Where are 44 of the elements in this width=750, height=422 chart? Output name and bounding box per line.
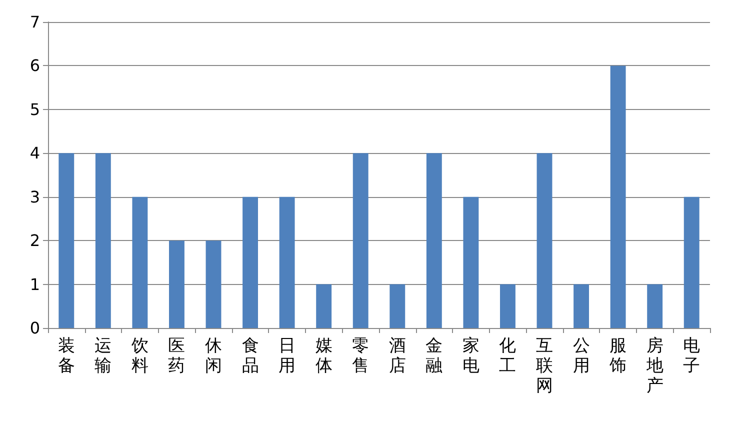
x-tick-label: 食品 xyxy=(242,336,259,376)
bar xyxy=(647,284,663,328)
y-tick-label: 5 xyxy=(30,100,40,119)
x-tick-label: 公用 xyxy=(572,336,590,376)
x-tick-label: 服饰 xyxy=(608,336,627,376)
y-tick-label: 3 xyxy=(30,187,40,206)
bar xyxy=(610,66,626,328)
y-tick-label: 0 xyxy=(30,318,40,338)
y-tick-label: 7 xyxy=(30,12,40,32)
bar xyxy=(574,284,589,328)
x-tick-label: 电子 xyxy=(683,336,700,376)
x-tick-label: 休闲 xyxy=(205,336,222,376)
y-tick-label: 1 xyxy=(30,274,40,294)
x-tick-label: 媒体 xyxy=(315,336,332,376)
bar xyxy=(684,196,700,328)
x-tick-label: 互联网 xyxy=(536,336,553,396)
bar xyxy=(242,196,258,328)
x-tick-label: 家电 xyxy=(462,336,480,376)
bar xyxy=(352,153,368,328)
bar xyxy=(426,153,442,328)
bar xyxy=(463,196,479,328)
x-tick-label: 日用 xyxy=(278,336,296,376)
x-tick-label: 零售 xyxy=(352,336,370,376)
bar xyxy=(169,240,184,328)
bar xyxy=(132,196,148,328)
x-tick-label: 化工 xyxy=(499,336,516,376)
x-tick-label: 房地产 xyxy=(645,336,664,396)
bar xyxy=(95,153,111,328)
bar xyxy=(390,284,406,328)
x-tick-label: 饮料 xyxy=(130,336,148,376)
x-tick-label: 酒店 xyxy=(388,336,406,376)
y-tick-label: 4 xyxy=(30,144,40,163)
bar xyxy=(500,284,516,328)
y-tick-label: 2 xyxy=(30,231,40,250)
bar xyxy=(536,153,552,328)
bar xyxy=(58,153,74,328)
x-tick-label: 运输 xyxy=(94,336,112,376)
y-tick-label: 6 xyxy=(30,56,40,76)
bar xyxy=(279,196,295,328)
bar xyxy=(316,284,332,328)
x-tick-label: 装备 xyxy=(58,336,75,376)
x-tick-label: 医药 xyxy=(168,336,186,376)
bar xyxy=(206,240,222,328)
x-tick-label: 金融 xyxy=(426,336,443,376)
